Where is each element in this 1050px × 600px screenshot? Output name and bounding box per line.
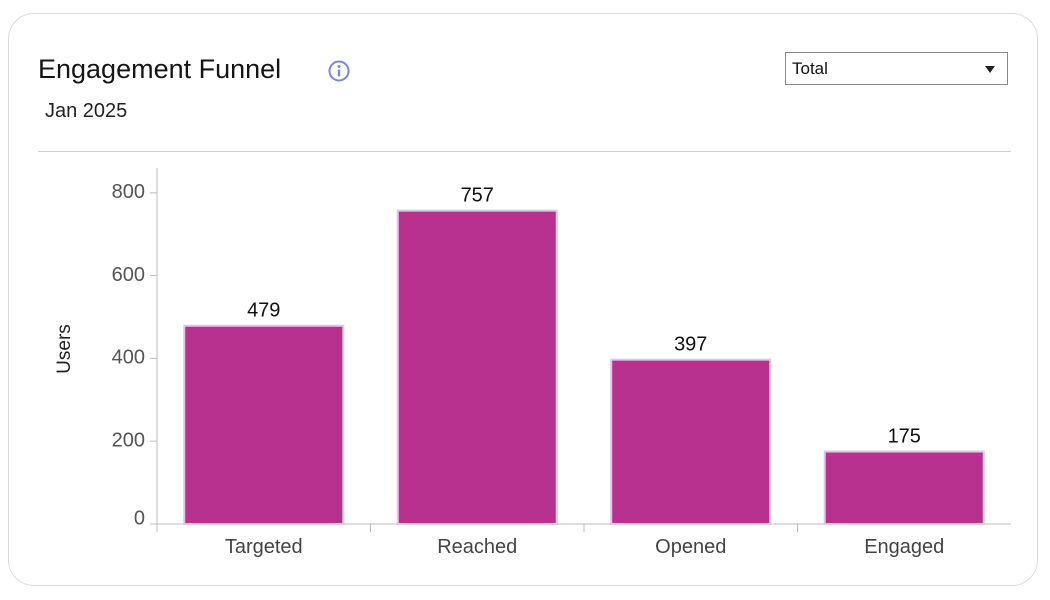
chart-subtitle: Jan 2025 bbox=[45, 100, 128, 122]
caret-down-icon bbox=[985, 66, 995, 73]
bar-reached bbox=[396, 209, 558, 525]
x-tick-label: Targeted bbox=[225, 536, 303, 558]
metric-select-value: Total bbox=[792, 59, 828, 78]
data-label: 757 bbox=[461, 185, 494, 207]
x-tick-label: Opened bbox=[655, 536, 726, 558]
x-tick-label: Engaged bbox=[864, 536, 944, 558]
y-tick-label: 200 bbox=[112, 429, 145, 451]
header-divider bbox=[38, 151, 1011, 152]
data-label: 397 bbox=[674, 334, 707, 356]
bar-opened bbox=[610, 358, 772, 525]
y-axis-label: Users bbox=[54, 324, 75, 374]
bar-engaged bbox=[823, 450, 985, 525]
chart-title: Engagement Funnel bbox=[38, 54, 282, 84]
y-tick-label: 600 bbox=[112, 264, 145, 286]
info-icon[interactable] bbox=[327, 59, 351, 83]
y-tick-label: 400 bbox=[112, 347, 145, 369]
bar-targeted bbox=[183, 324, 345, 525]
data-label: 175 bbox=[888, 426, 921, 448]
y-tick-label: 0 bbox=[134, 507, 145, 529]
y-tick-label: 800 bbox=[112, 181, 145, 203]
x-tick-label: Reached bbox=[437, 536, 517, 558]
data-label: 479 bbox=[247, 300, 280, 322]
metric-select[interactable]: Total bbox=[785, 52, 1008, 85]
